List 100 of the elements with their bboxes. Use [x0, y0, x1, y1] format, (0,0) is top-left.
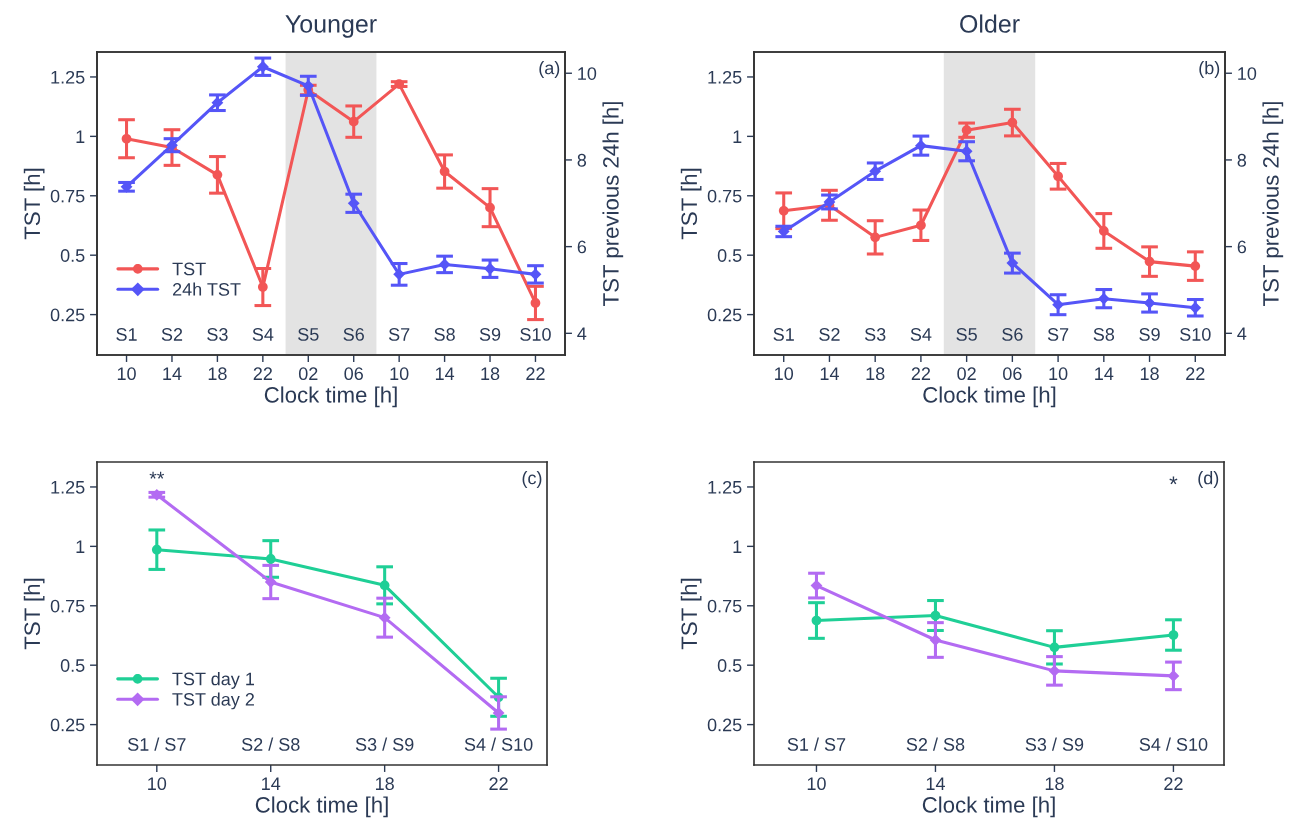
annotation: S8: [1093, 328, 1115, 341]
x-axis-title: Clock time [h]: [255, 796, 388, 818]
annotation: S2 / S8: [241, 737, 300, 751]
x-tick-label: 18: [866, 367, 885, 381]
annotation: S3 / S9: [1025, 737, 1084, 751]
y-tick-label: 0.75: [50, 189, 85, 203]
y-tick-label: 0.25: [707, 308, 742, 322]
x-tick-label: 22: [911, 367, 931, 380]
annotation: S3 / S9: [355, 737, 414, 751]
y-tick-label: 0.5: [717, 659, 742, 672]
y-tick-label: 1: [76, 540, 85, 553]
legend-label: TST day 1: [172, 672, 255, 689]
annotation: S6: [1002, 328, 1023, 341]
y2-tick-label: 8: [577, 153, 587, 167]
y-axis-title: TST [h]: [23, 578, 45, 650]
x-tick-label: 10: [148, 777, 167, 791]
x-tick-label: 14: [262, 777, 281, 790]
legend-label: 24h TST: [173, 282, 241, 296]
annotation: S6: [343, 328, 364, 341]
annotation: S4 / S10: [1139, 737, 1208, 751]
y-tick-label: 1.25: [51, 480, 85, 494]
x-axis-title: Clock time [h]: [264, 386, 397, 408]
annotation: S5: [298, 328, 319, 341]
x-tick-label: 06: [1003, 367, 1022, 381]
annotation: S7: [388, 328, 410, 341]
annotation: S4 / S10: [464, 737, 533, 751]
x-tick-label: 18: [208, 367, 227, 381]
x-axis-title: Clock time [h]: [923, 386, 1056, 408]
annotation: (c): [522, 471, 542, 488]
annotation: S10: [520, 328, 551, 341]
x-tick-label: 22: [1164, 777, 1183, 790]
y-tick-label: 1.25: [708, 70, 742, 84]
x-axis-title: Clock time [h]: [922, 796, 1055, 818]
x-tick-label: 18: [1140, 367, 1159, 381]
annotation: S1 / S7: [787, 737, 846, 751]
annotation: S8: [434, 328, 455, 341]
annotation: S1 / S7: [128, 737, 186, 751]
annotation: S4: [910, 328, 932, 341]
x-tick-label: 02: [957, 367, 976, 381]
y-tick-label: 0.25: [707, 718, 742, 732]
y2-axis-title: TST previous 24h [h]: [1262, 102, 1284, 306]
y2-tick-label: 4: [577, 327, 587, 340]
y-axis-title: TST [h]: [23, 168, 45, 240]
x-tick-label: 10: [775, 367, 794, 381]
annotation: S2 / S8: [906, 737, 965, 751]
y-tick-label: 1: [733, 540, 742, 553]
annotation: S9: [479, 328, 501, 341]
chart-title: Younger: [285, 15, 377, 38]
y2-tick-label: 4: [1237, 327, 1247, 340]
x-tick-label: 10: [117, 367, 136, 381]
y-tick-label: 0.25: [50, 308, 85, 322]
y-tick-label: 0.75: [707, 189, 742, 203]
y-tick-label: 0.5: [717, 249, 742, 262]
chart-title: Older: [960, 14, 1020, 33]
y-axis-title: TST [h]: [680, 168, 702, 240]
y2-tick-label: 6: [577, 240, 587, 254]
annotation: S5: [956, 328, 977, 341]
y2-tick-label: 6: [1237, 240, 1247, 254]
y-tick-label: 1.25: [708, 480, 742, 494]
x-tick-label: 18: [1045, 777, 1064, 791]
annotation: **: [149, 471, 165, 479]
y2-tick-label: 10: [1238, 67, 1257, 80]
annotation: *: [1169, 476, 1178, 485]
annotation: S3: [207, 328, 228, 341]
annotation: S10: [1180, 328, 1211, 341]
annotation: S3: [864, 328, 886, 341]
y-tick-label: 1.25: [51, 70, 85, 84]
annotation: (a): [539, 61, 560, 78]
annotation: S7: [1047, 328, 1069, 341]
x-tick-label: 14: [1095, 367, 1114, 380]
x-tick-label: 10: [390, 367, 409, 381]
y2-tick-label: 10: [578, 67, 597, 80]
annotation: (b): [1199, 61, 1220, 78]
y-tick-label: 1: [76, 130, 85, 143]
x-tick-label: 06: [344, 367, 363, 381]
y2-axis-title: TST previous 24h [h]: [602, 102, 624, 306]
x-tick-label: 14: [926, 777, 945, 790]
y-tick-label: 0.75: [50, 599, 85, 613]
y-tick-label: 0.25: [50, 718, 85, 732]
annotation: S4: [252, 328, 274, 341]
x-tick-label: 22: [489, 777, 508, 790]
x-tick-label: 22: [253, 367, 272, 380]
x-tick-label: 18: [375, 777, 394, 791]
y2-tick-label: 8: [1237, 153, 1247, 167]
x-tick-label: 10: [807, 777, 826, 791]
annotation: S1: [116, 328, 137, 341]
x-tick-label: 14: [820, 367, 839, 380]
x-tick-label: 18: [481, 367, 500, 381]
annotation: S1: [773, 328, 794, 341]
x-tick-label: 14: [163, 367, 182, 380]
annotation: S2: [161, 328, 183, 341]
y-tick-label: 1: [733, 130, 742, 143]
x-tick-label: 10: [1049, 367, 1068, 381]
y-tick-label: 0.75: [707, 599, 742, 613]
x-tick-label: 02: [298, 367, 318, 381]
legend-label: TST: [172, 262, 206, 276]
x-tick-label: 14: [435, 367, 455, 380]
y-tick-label: 0.5: [60, 249, 85, 262]
legend-label: TST day 2: [172, 692, 254, 710]
annotation: S9: [1139, 328, 1160, 341]
